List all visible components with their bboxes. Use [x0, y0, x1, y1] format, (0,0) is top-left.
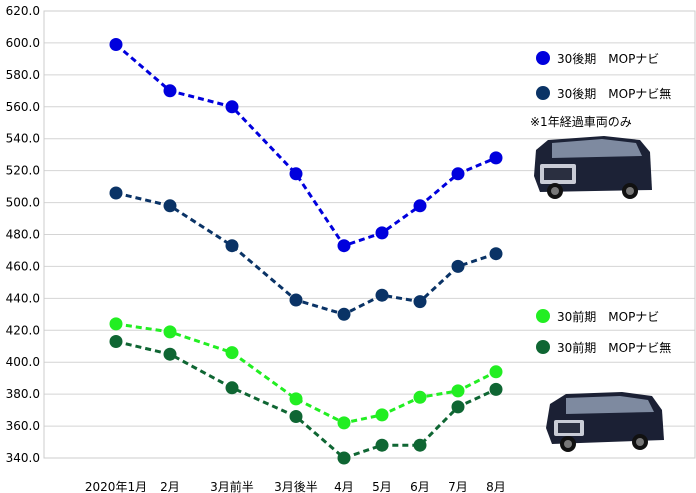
x-tick-label: 3月前半: [210, 479, 254, 493]
data-point: [413, 199, 427, 213]
data-point: [225, 239, 239, 253]
data-point: [489, 382, 503, 396]
series-line: [115, 340, 497, 460]
legend-marker: [536, 340, 550, 354]
data-point: [163, 347, 177, 361]
data-point: [337, 416, 351, 430]
data-point: [163, 84, 177, 98]
data-point: [337, 307, 351, 321]
data-point: [451, 259, 465, 273]
legend: 30後期 MOPナビ 30後期 MOPナビ無 30前期 MOPナビ 30前期 MOPナ…: [536, 51, 671, 355]
x-tick-label: 8月: [486, 480, 506, 493]
y-tick-label: 380.0: [6, 387, 40, 401]
x-tick-label: 4月: [334, 480, 354, 493]
y-tick-label: 560.0: [6, 100, 40, 114]
data-point: [289, 410, 303, 423]
legend-marker: [536, 86, 550, 100]
label-layer: 620.0 600.0 580.0 560.0 540.0 520.0 500.0 480.0…: [6, 4, 506, 493]
legend-label: 30後期 MOPナビ: [557, 52, 659, 66]
data-point: [413, 295, 427, 309]
y-tick-label: 540.0: [6, 132, 40, 146]
y-tick-label: 480.0: [6, 228, 40, 242]
y-tick-label: 600.0: [6, 36, 40, 50]
data-point: [375, 288, 389, 302]
data-point: [489, 151, 503, 165]
series-layer: [109, 38, 503, 465]
data-point: [375, 408, 389, 422]
legend-label: 30前期 MOPナビ: [557, 309, 659, 324]
y-tick-label: 620.0: [6, 4, 40, 18]
x-tick-label: 2月: [160, 480, 180, 493]
data-point: [109, 186, 123, 200]
y-tick-label: 460.0: [6, 259, 40, 273]
data-point: [413, 438, 427, 452]
grid-layer: [43, 10, 696, 459]
car-image-early-model: [546, 392, 664, 452]
y-tick-label: 420.0: [6, 323, 40, 337]
car-image-late-model: [534, 136, 652, 199]
y-tick-label: 440.0: [6, 291, 40, 305]
legend-marker: [536, 51, 550, 65]
y-tick-label: 580.0: [6, 68, 40, 82]
y-tick-label: 360.0: [6, 419, 40, 433]
data-point: [413, 390, 427, 404]
data-point: [225, 100, 239, 114]
data-point: [489, 247, 503, 261]
x-tick-label: 3月後半: [274, 480, 318, 493]
y-tick-label: 500.0: [6, 196, 40, 210]
data-point: [289, 392, 303, 406]
data-point: [289, 167, 303, 181]
data-point: [375, 438, 389, 452]
data-point: [451, 400, 465, 414]
data-point: [451, 384, 465, 398]
legend-label: 30後期 MOPナビ無: [557, 86, 671, 101]
y-tick-label: 520.0: [6, 164, 40, 178]
series-line: [115, 322, 497, 425]
data-point: [225, 381, 239, 395]
plot-frame: [43, 10, 696, 459]
annotation-note: ※1年経過車両のみ: [530, 115, 632, 129]
series-2: [109, 186, 503, 321]
data-point: [163, 325, 177, 339]
data-point: [337, 451, 351, 465]
legend-marker: [536, 309, 550, 323]
data-point: [289, 293, 303, 307]
data-point: [489, 365, 503, 379]
y-tick-label: 400.0: [6, 355, 40, 369]
series-4: [109, 335, 503, 465]
x-tick-label: 6月: [410, 480, 430, 493]
data-point: [451, 167, 465, 181]
data-point: [225, 346, 239, 360]
series-3: [109, 317, 503, 430]
data-point: [337, 239, 351, 253]
data-point: [109, 38, 123, 51]
data-point: [109, 335, 123, 348]
x-tick-label: 5月: [372, 480, 392, 493]
legend-label: 30前期 MOPナビ無: [557, 340, 671, 355]
data-point: [163, 199, 177, 213]
y-tick-label: 340.0: [6, 451, 40, 465]
series-1: [109, 38, 503, 253]
x-tick-label: 2020年1月: [85, 480, 147, 493]
data-point: [109, 317, 123, 331]
x-tick-label: 7月: [448, 480, 468, 493]
data-point: [375, 226, 389, 240]
